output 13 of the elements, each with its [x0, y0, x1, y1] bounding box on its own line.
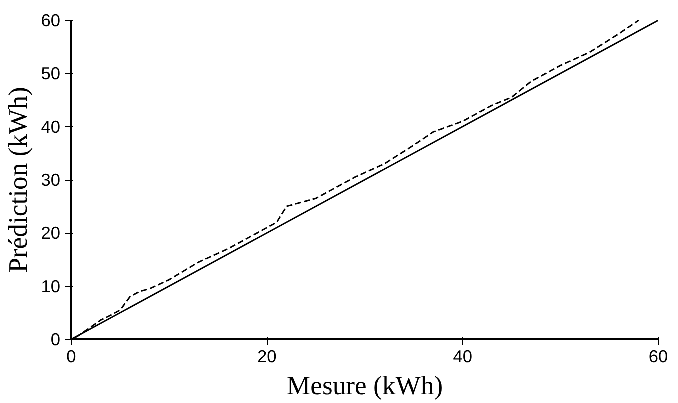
x-tick-label: 60 — [648, 346, 668, 366]
y-tick-label: 30 — [41, 170, 61, 190]
x-tick-label: 20 — [258, 346, 277, 366]
x-tick-label: 0 — [66, 346, 76, 366]
x-tick-label: 40 — [453, 346, 472, 366]
y-tick-label: 50 — [41, 64, 61, 84]
y-tick-label: 20 — [41, 223, 61, 244]
x-axis-title: Mesure (kWh) — [286, 370, 444, 400]
y-axis-title: Prédiction (kWh) — [3, 87, 34, 273]
y-tick-label: 40 — [41, 116, 61, 137]
y-tick-label: 10 — [41, 276, 61, 296]
y-tick-label: 0 — [50, 330, 61, 350]
y-tick-label: 60 — [41, 10, 61, 30]
